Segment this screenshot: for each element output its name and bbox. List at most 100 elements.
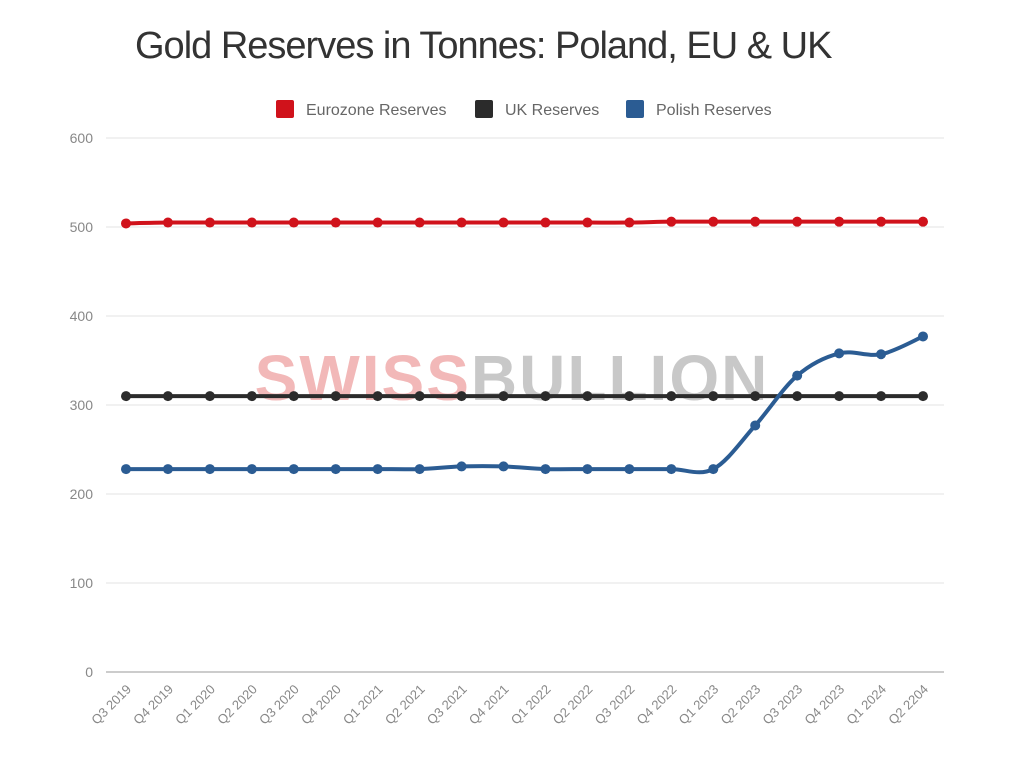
y-tick-label: 100 [70,575,94,591]
series-polish-reserves [121,331,928,475]
watermark-bullion: BULLION [471,342,769,414]
x-tick-label: Q1 2022 [508,682,554,728]
data-point [288,464,299,475]
data-point [834,348,845,359]
x-tick-label: Q4 2019 [130,682,176,728]
legend-label: UK Reserves [505,102,599,119]
x-tick-label: Q3 2020 [256,682,302,728]
data-point [918,331,928,342]
data-point [162,217,173,228]
watermark: SWISSBULLION [255,342,770,414]
x-tick-label: Q1 2021 [340,682,386,728]
data-point [624,391,635,402]
data-point [246,391,257,402]
data-point [540,464,551,475]
legend-label: Polish Reserves [656,102,772,119]
x-tick-label: Q2 2021 [382,682,428,728]
data-point [708,216,719,227]
y-tick-label: 300 [70,397,94,413]
x-tick-label: Q1 2024 [843,682,889,728]
data-point [498,461,509,472]
data-point [624,464,635,475]
data-point [372,464,383,475]
data-point [708,391,719,402]
data-point [918,216,928,227]
data-point [246,217,257,228]
y-tick-label: 0 [85,664,93,680]
data-point [456,217,467,228]
data-point [834,391,845,402]
data-point [540,217,551,228]
data-point [330,391,341,402]
data-point [834,216,845,227]
data-point [582,464,593,475]
data-point [750,420,761,431]
data-point [121,218,131,229]
x-tick-label: Q1 2023 [676,682,722,728]
series-uk-reserves [121,391,928,402]
data-point [750,391,761,402]
data-point [498,217,509,228]
data-point [456,461,467,472]
data-point [288,391,299,402]
data-point [414,464,425,475]
y-tick-label: 200 [70,486,94,502]
legend-label: Eurozone Reserves [306,102,447,119]
legend-item[interactable]: UK Reserves [475,100,599,119]
legend-item[interactable]: Eurozone Reserves [276,100,447,119]
x-tick-label: Q3 2021 [424,682,470,728]
data-point [162,391,173,402]
x-tick-label: Q4 2023 [801,682,847,728]
data-point [330,464,341,475]
watermark-swiss: SWISS [255,342,471,414]
data-point [456,391,467,402]
legend-swatch [276,100,294,118]
series-group [121,216,928,475]
data-point [666,391,677,402]
series-eurozone-reserves [121,216,928,229]
data-point [876,391,887,402]
data-point [540,391,551,402]
data-point [121,391,131,402]
grid [106,137,944,673]
x-tick-label: Q2 2204 [885,682,931,728]
data-point [204,464,215,475]
x-tick-label: Q2 2023 [717,682,763,728]
x-tick-label: Q3 2019 [88,682,134,728]
svg-text:SWISSBULLION: SWISSBULLION [255,342,770,414]
data-point [288,217,299,228]
data-point [792,370,803,381]
data-point [372,217,383,228]
data-point [666,464,677,475]
legend-item[interactable]: Polish Reserves [626,100,772,119]
data-point [582,391,593,402]
data-point [498,391,509,402]
legend-swatch [626,100,644,118]
x-tick-label: Q3 2022 [592,682,638,728]
data-point [876,216,887,227]
data-point [876,349,887,360]
legend: Eurozone Reserves UK Reserves Polish Reser… [276,100,772,119]
data-point [246,464,257,475]
data-point [162,464,173,475]
data-point [666,216,677,227]
data-point [330,217,341,228]
chart-title: Gold Reserves in Tonnes: Poland, EU & UK [135,25,832,67]
series-line [125,219,923,226]
x-tick-label: Q4 2022 [634,682,680,728]
data-point [708,464,719,475]
data-point [414,391,425,402]
y-tick-label: 600 [70,130,94,146]
x-tick-label: Q4 2020 [298,682,344,728]
data-point [918,391,928,402]
x-tick-label: Q1 2020 [172,682,218,728]
data-point [204,217,215,228]
data-point [414,217,425,228]
y-tick-label: 400 [70,308,94,324]
x-tick-label: Q2 2022 [550,682,596,728]
data-point [121,464,131,475]
x-tick-label: Q3 2023 [759,682,805,728]
